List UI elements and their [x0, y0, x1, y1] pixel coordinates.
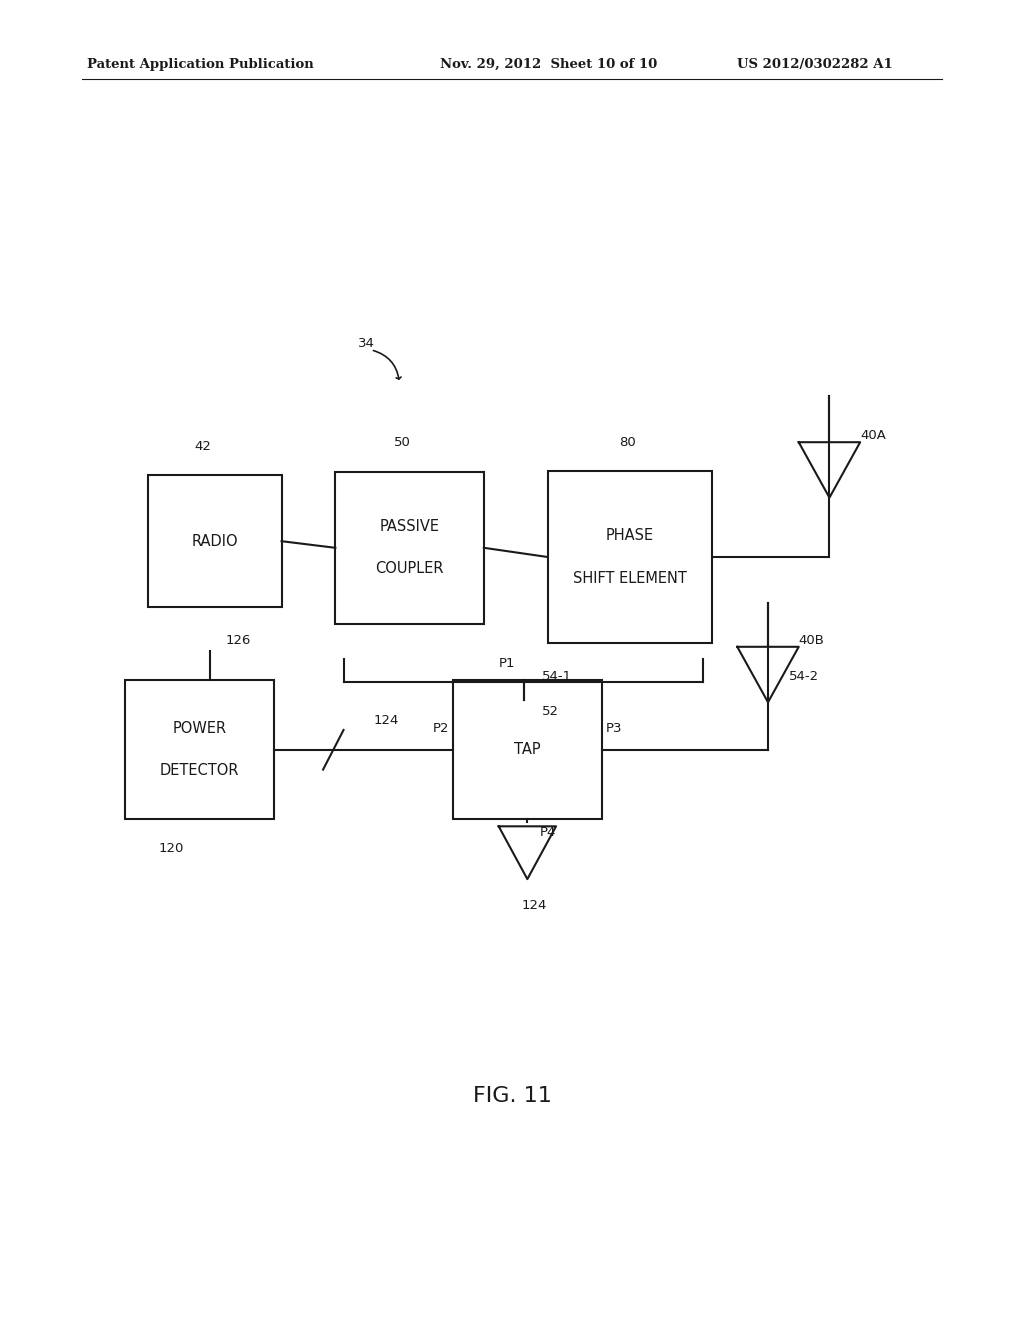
- Bar: [548, 471, 712, 643]
- Text: FIG. 11: FIG. 11: [472, 1085, 552, 1106]
- Text: POWER: POWER: [173, 721, 226, 737]
- Text: P3: P3: [606, 722, 623, 735]
- Text: 126: 126: [225, 635, 251, 647]
- Text: P4: P4: [540, 826, 556, 838]
- Text: 80: 80: [620, 436, 636, 449]
- Text: 124: 124: [374, 714, 399, 727]
- Text: 50: 50: [394, 437, 411, 449]
- Text: DETECTOR: DETECTOR: [160, 763, 240, 779]
- Text: 54-1: 54-1: [542, 671, 572, 684]
- Text: P2: P2: [432, 722, 449, 735]
- Text: COUPLER: COUPLER: [376, 561, 443, 577]
- Bar: [453, 681, 602, 818]
- Text: TAP: TAP: [514, 742, 541, 758]
- Text: PASSIVE: PASSIVE: [380, 519, 439, 535]
- Text: SHIFT ELEMENT: SHIFT ELEMENT: [572, 570, 687, 586]
- Bar: [126, 681, 274, 818]
- Bar: [336, 473, 484, 624]
- Bar: [148, 475, 282, 607]
- Text: 124: 124: [521, 899, 547, 912]
- Text: US 2012/0302282 A1: US 2012/0302282 A1: [737, 58, 893, 71]
- Text: 52: 52: [542, 705, 559, 718]
- Text: 42: 42: [195, 440, 211, 453]
- Text: Nov. 29, 2012  Sheet 10 of 10: Nov. 29, 2012 Sheet 10 of 10: [440, 58, 657, 71]
- Text: Patent Application Publication: Patent Application Publication: [87, 58, 313, 71]
- Text: PHASE: PHASE: [606, 528, 653, 544]
- Text: 34: 34: [358, 337, 375, 350]
- Text: 40A: 40A: [860, 429, 886, 442]
- Text: P1: P1: [499, 657, 515, 669]
- Text: RADIO: RADIO: [191, 533, 239, 549]
- Text: 120: 120: [159, 842, 184, 854]
- Text: 54-2: 54-2: [788, 671, 818, 682]
- Text: 40B: 40B: [799, 634, 824, 647]
